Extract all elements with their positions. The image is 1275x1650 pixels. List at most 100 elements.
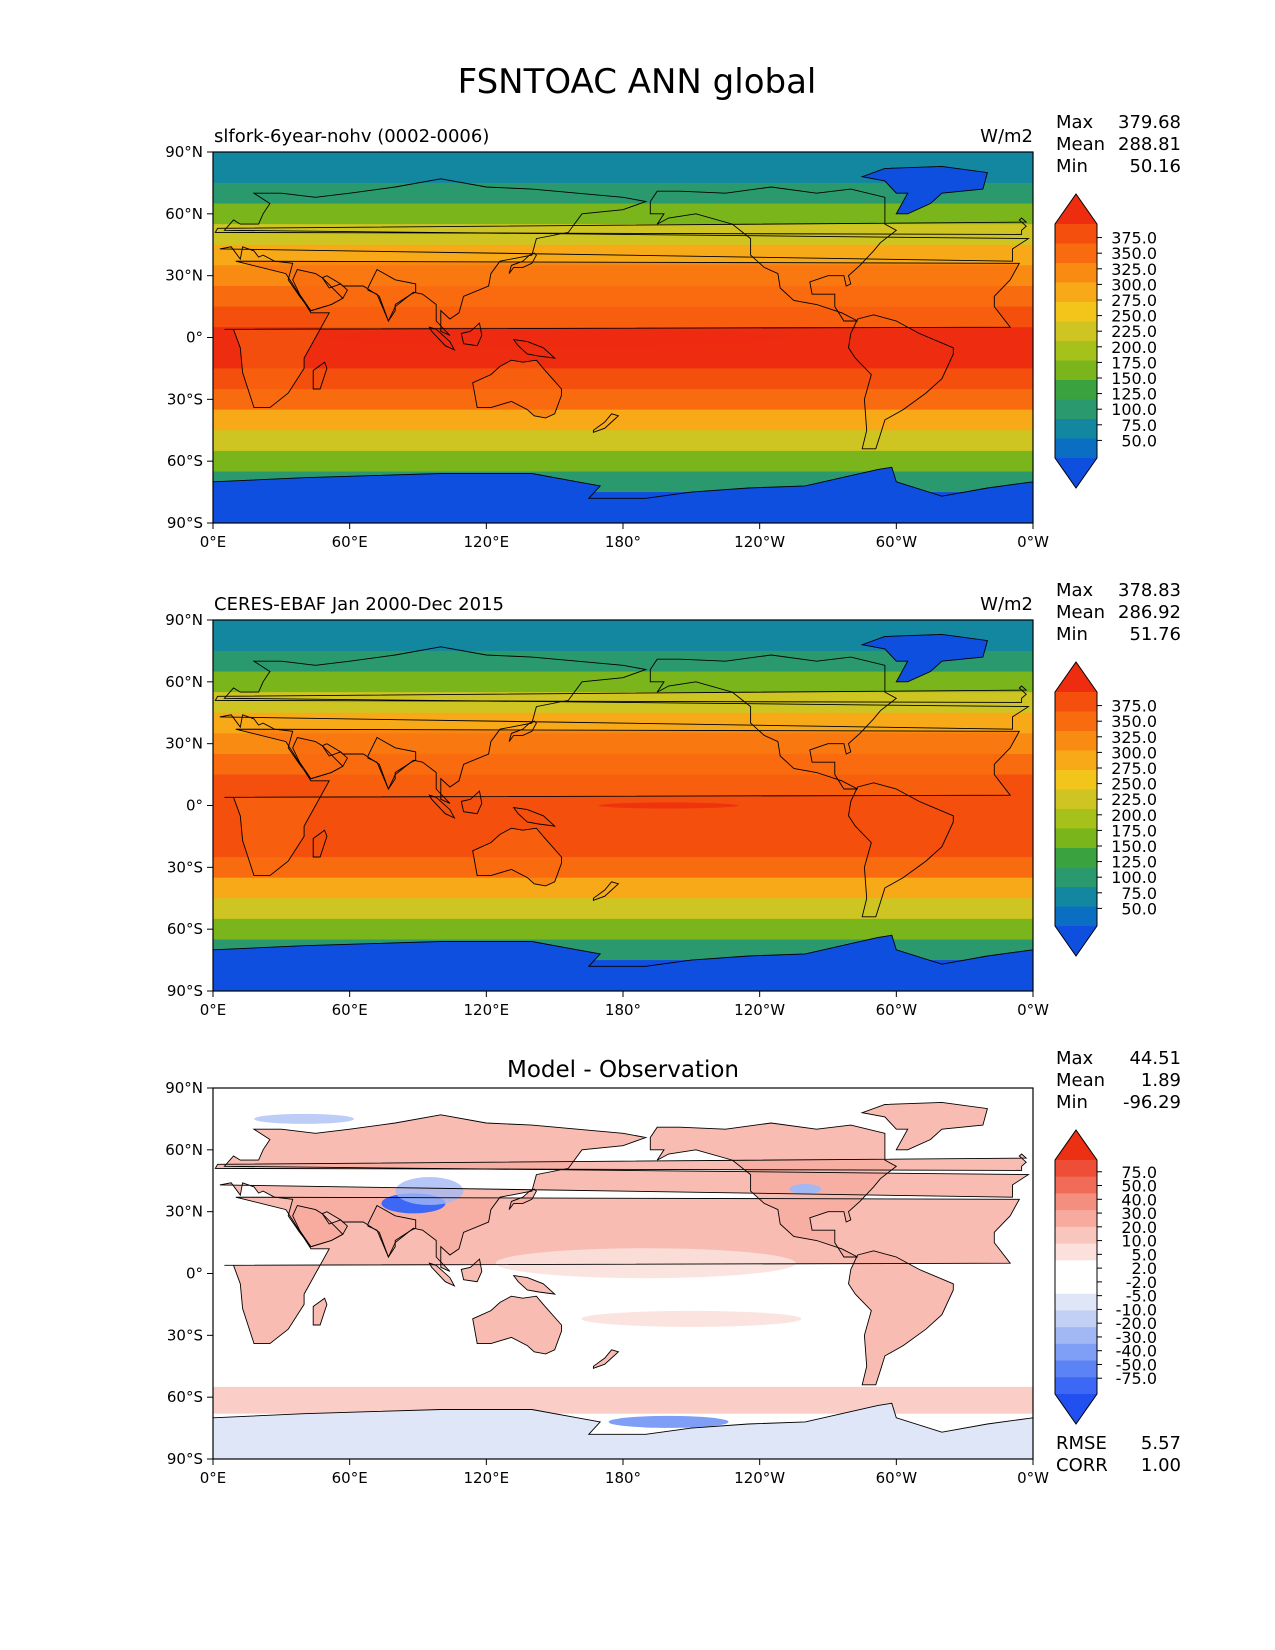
colorbar-tick-label: 300.0 <box>1111 275 1157 294</box>
colorbar-box <box>1055 302 1097 322</box>
coastline-greenland <box>860 165 988 215</box>
panel-test: 90°N 60°N 30°N 0° 30°S 60°S 90°S0°E 60°E 120°E 18… <box>165 112 1181 551</box>
coastline-antarctica <box>213 934 1033 991</box>
lat-tick-label: 30°S <box>167 390 203 408</box>
coastline-south-america <box>848 314 954 450</box>
coastline-japan <box>508 720 537 742</box>
colorbar: 75.050.040.030.020.010.05.02.0-2.0-5.0-1… <box>1054 1129 1157 1425</box>
figure-title: FSNTOAC ANN global <box>458 62 817 102</box>
coastline-africa <box>224 728 1021 877</box>
colorbar-tick-label: -40.0 <box>1116 1342 1157 1361</box>
colorbar-tick-label: 150.0 <box>1111 837 1157 856</box>
zonal-band <box>213 815 1033 838</box>
coastline-borneo <box>460 322 483 347</box>
colorbar-tick-label: 250.0 <box>1111 307 1157 326</box>
land-fill-africa <box>224 261 1020 408</box>
colorbar-tick-label: 350.0 <box>1111 712 1157 731</box>
coastline-africa <box>224 260 1021 409</box>
lon-tick-label: 0°W <box>1017 1001 1049 1019</box>
lon-tick-label: 180° <box>605 1001 641 1019</box>
colorbar: 375.0350.0325.0300.0275.0250.0225.0200.0… <box>1054 193 1157 489</box>
colorbar-tick-label: -5.0 <box>1126 1287 1157 1306</box>
coastline-greenland <box>860 1101 988 1151</box>
colorbar: 375.0350.0325.0300.0275.0250.0225.0200.0… <box>1054 661 1157 957</box>
lat-tick-label: 0° <box>186 797 203 815</box>
panel-difference: 90°N 60°N 30°N 0° 30°S 60°S 90°S0°E 60°E 120°E 18… <box>165 1048 1181 1487</box>
lon-tick-label: 120°E <box>464 533 510 551</box>
lon-tick-label: 120°W <box>734 533 785 551</box>
lon-tick-label: 120°E <box>464 1001 510 1019</box>
panel-units: W/m2 <box>980 594 1033 615</box>
lat-tick-label: 90°N <box>165 611 203 629</box>
colorbar-tick-label: 75.0 <box>1121 416 1157 435</box>
colorbar-tick-label: 350.0 <box>1111 244 1157 263</box>
coastline-antarctica <box>213 1402 1033 1459</box>
zonal-band <box>213 898 1033 920</box>
lat-tick-label: 90°S <box>167 982 203 1000</box>
colorbar-box <box>1055 1343 1097 1361</box>
diff-blue-patch <box>608 1415 729 1428</box>
zonal-band <box>213 409 1033 431</box>
lon-tick-label: 120°W <box>734 1469 785 1487</box>
coastline-india <box>367 1204 417 1258</box>
zonal-band <box>213 182 1033 205</box>
coastline-europe-asia <box>219 178 1030 336</box>
diff-land-india <box>367 1205 416 1257</box>
coastline-sumatra <box>428 794 456 819</box>
colorbar-tick-label: 40.0 <box>1121 1190 1157 1209</box>
colorbar-box <box>1055 1193 1097 1211</box>
colorbar-tick-label: 275.0 <box>1111 291 1157 310</box>
colorbar-box <box>1055 224 1097 244</box>
coastline-japan <box>508 1188 537 1210</box>
colorbar-tick-label: 20.0 <box>1121 1218 1157 1237</box>
colorbar-tick-label: 325.0 <box>1111 728 1157 747</box>
coastlines <box>213 165 1033 523</box>
coastline-india <box>367 268 417 322</box>
land-fill-africa <box>224 729 1020 876</box>
diff-land-greenland <box>862 1102 988 1150</box>
zonal-band <box>213 918 1033 941</box>
coastlines <box>213 633 1033 991</box>
coastline-arabia <box>292 1204 348 1248</box>
coastline-new-zealand <box>592 413 620 433</box>
stat-label: Min <box>1056 624 1088 645</box>
coastline-africa <box>224 1196 1021 1345</box>
colorbar-box <box>1055 282 1097 303</box>
colorbar-box <box>1055 1377 1097 1395</box>
colorbar-outline <box>1054 1129 1098 1425</box>
colorbar-box <box>1055 263 1097 283</box>
lat-tick-label: 60°N <box>165 205 203 223</box>
diff-antarctica <box>213 1403 1033 1459</box>
colorbar-box <box>1055 750 1097 771</box>
colorbar-tick-label: -10.0 <box>1116 1300 1157 1319</box>
colorbar-extend-min <box>1055 926 1097 956</box>
colorbar-tick-label: 100.0 <box>1111 400 1157 419</box>
stat-value: 1.89 <box>1141 1070 1181 1091</box>
colorbar-tick-label: 275.0 <box>1111 759 1157 778</box>
coastline-arabia <box>292 268 348 312</box>
colorbar-tick-label: 50.0 <box>1121 899 1157 918</box>
lon-tick-label: 0°E <box>200 1001 227 1019</box>
colorbar-box <box>1055 1277 1097 1295</box>
lon-tick-label: 60°W <box>876 1001 918 1019</box>
lat-tick-label: 90°N <box>165 143 203 161</box>
colorbar-box <box>1055 1327 1097 1345</box>
lon-tick-label: 180° <box>605 533 641 551</box>
coastline-south-america <box>848 1250 954 1386</box>
colorbar-tick-label: 2.0 <box>1132 1259 1157 1278</box>
panel-units: W/m2 <box>980 126 1033 147</box>
lat-tick-label: 90°N <box>165 1079 203 1097</box>
colorbar-tick-label: 50.0 <box>1121 431 1157 450</box>
colorbar-tick-label: -75.0 <box>1116 1369 1157 1388</box>
metric-label: RMSE <box>1056 1433 1107 1454</box>
land-fill-antarctica <box>213 935 1033 991</box>
colorbar-tick-label: -30.0 <box>1116 1328 1157 1347</box>
colorbar-box <box>1055 770 1097 790</box>
colorbar-tick-label: 75.0 <box>1121 1163 1157 1182</box>
stat-label: Min <box>1056 156 1088 177</box>
panel-left-title: slfork-6year-nohv (0002-0006) <box>214 126 489 147</box>
coastline-sumatra <box>428 1262 456 1287</box>
stat-value: 50.16 <box>1129 156 1181 177</box>
equatorial-max <box>598 802 739 809</box>
lon-tick-label: 180° <box>605 1469 641 1487</box>
